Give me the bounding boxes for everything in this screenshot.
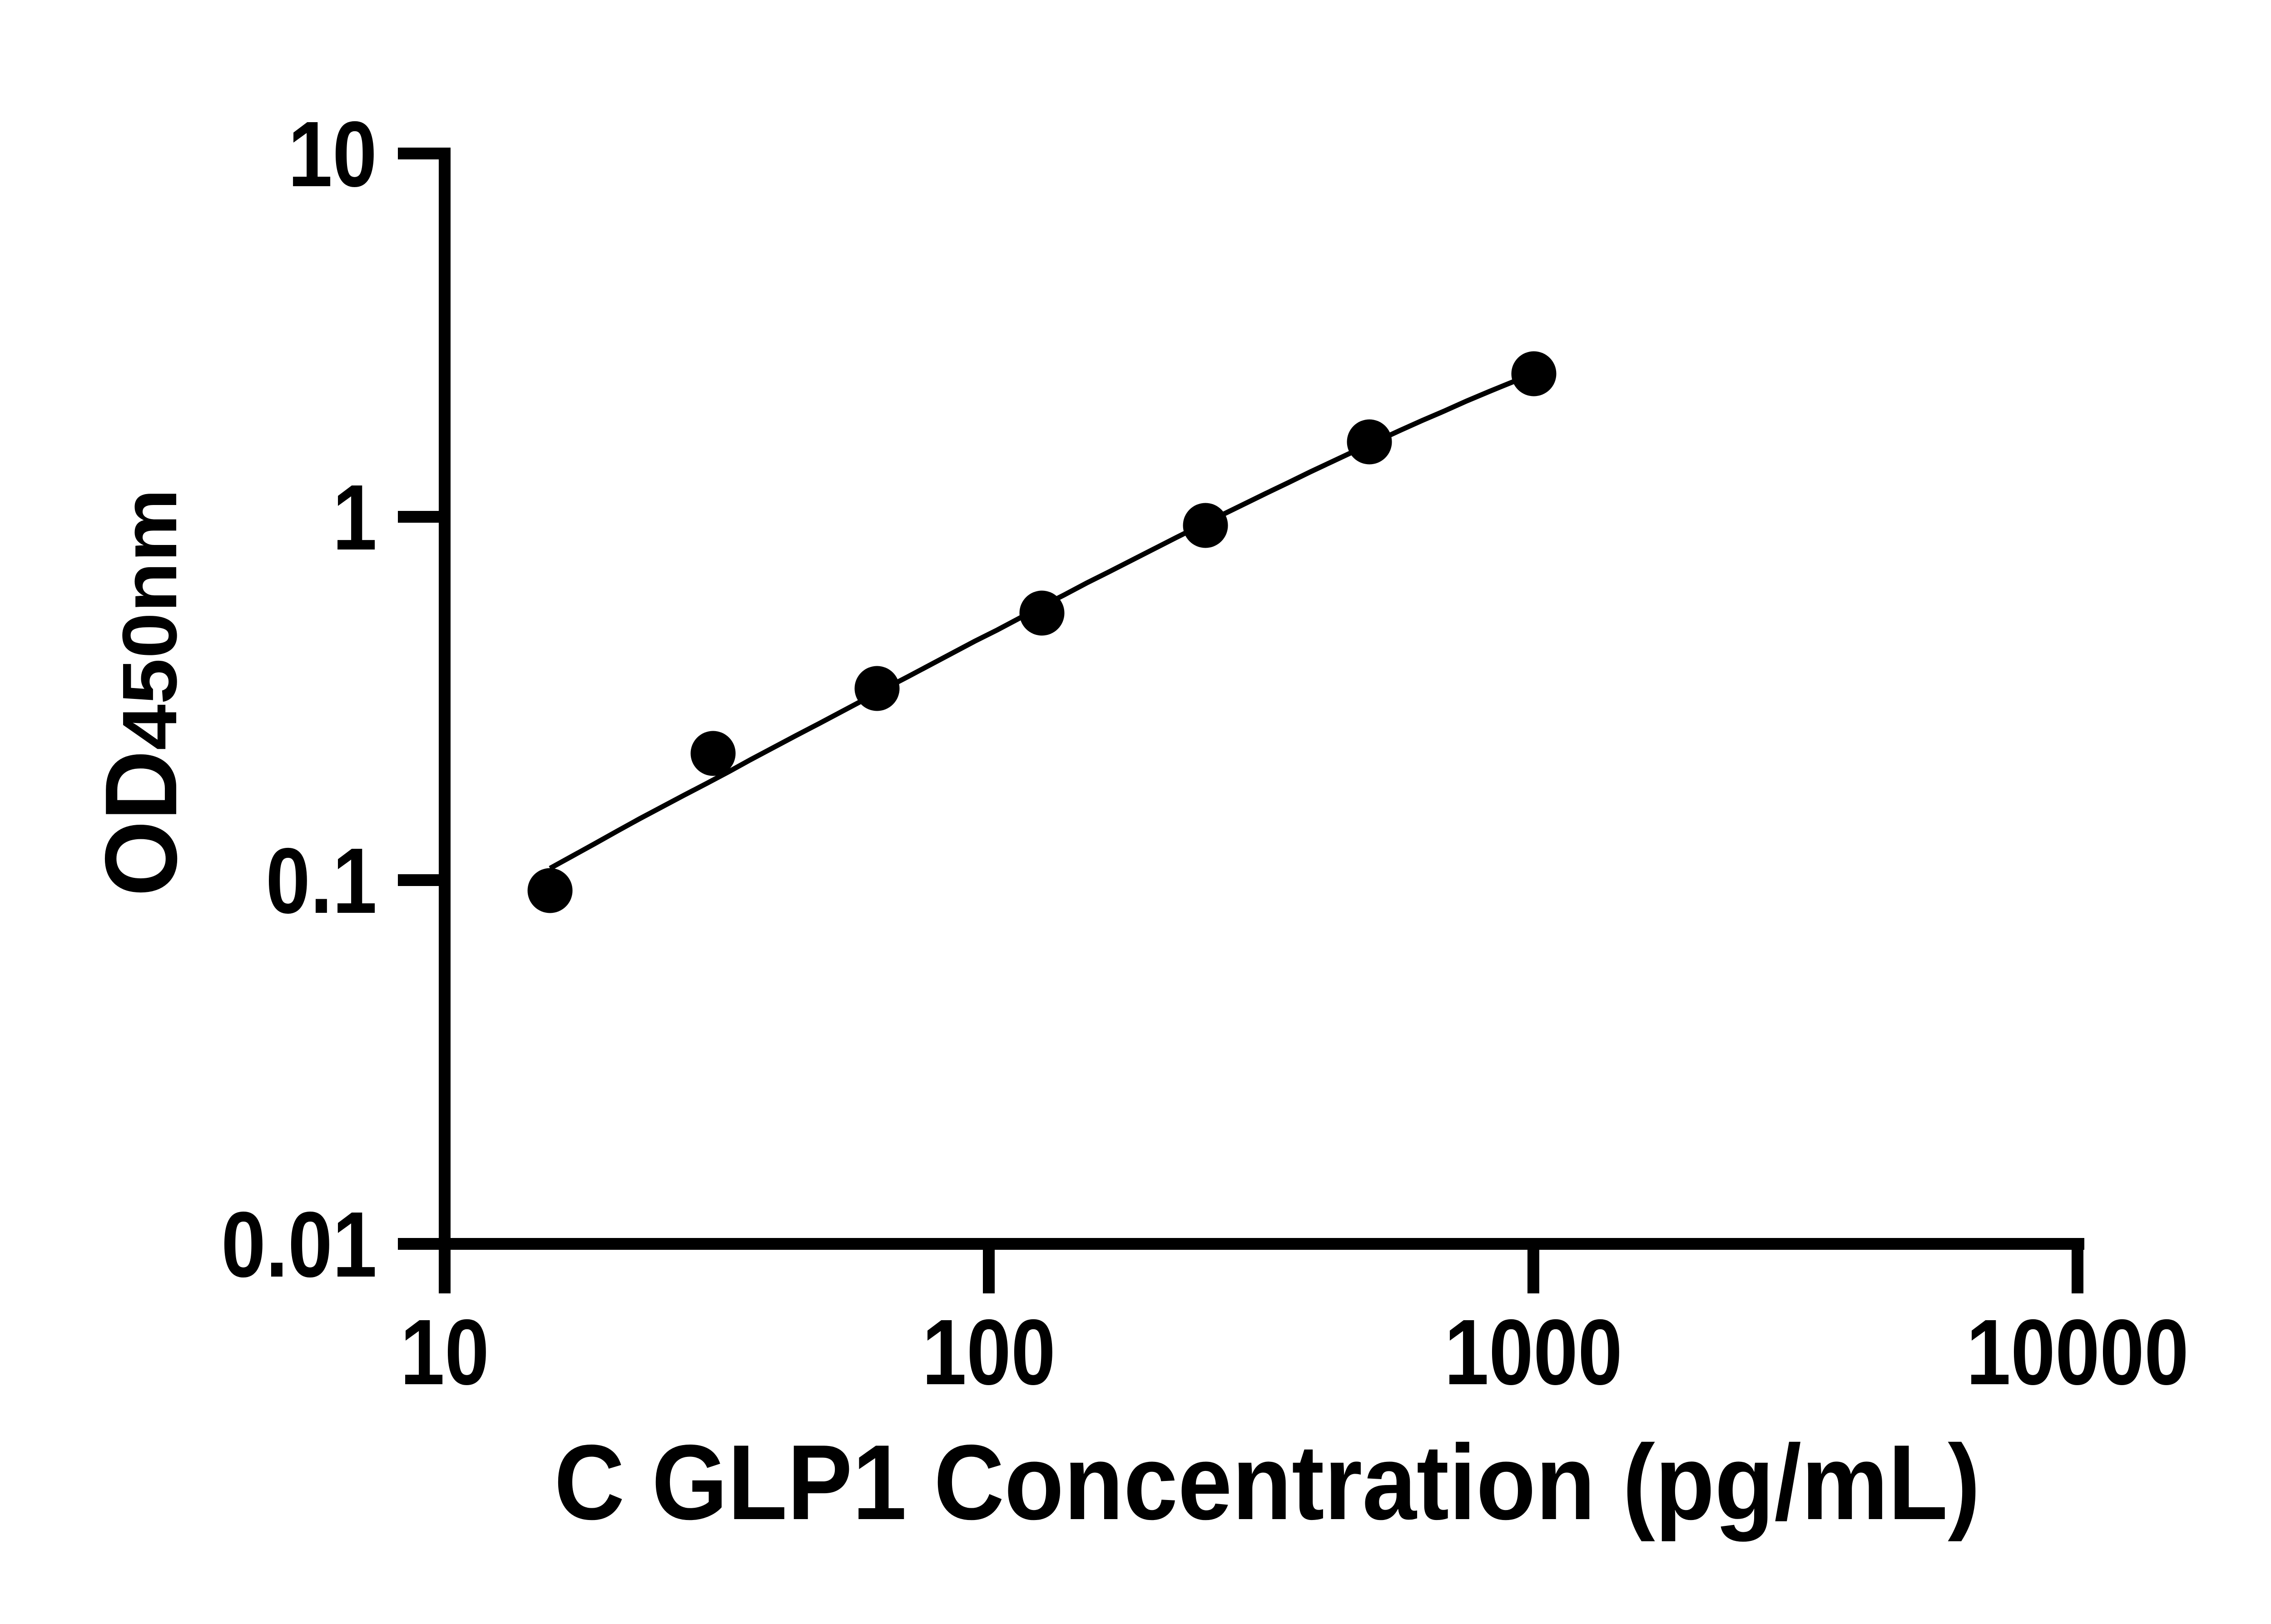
svg-text:10: 10 bbox=[400, 1300, 489, 1404]
svg-text:0.01: 0.01 bbox=[221, 1193, 377, 1297]
svg-text:100: 100 bbox=[922, 1300, 1056, 1404]
svg-text:0.1: 0.1 bbox=[266, 829, 377, 933]
svg-text:1000: 1000 bbox=[1444, 1300, 1622, 1404]
svg-text:10000: 10000 bbox=[1966, 1300, 2189, 1404]
svg-text:1: 1 bbox=[332, 465, 377, 569]
svg-text:C GLP1 Concentration (pg/mL): C GLP1 Concentration (pg/mL) bbox=[554, 1422, 1980, 1542]
svg-text:OD450nm: OD450nm bbox=[84, 489, 198, 896]
svg-text:10: 10 bbox=[288, 102, 377, 206]
